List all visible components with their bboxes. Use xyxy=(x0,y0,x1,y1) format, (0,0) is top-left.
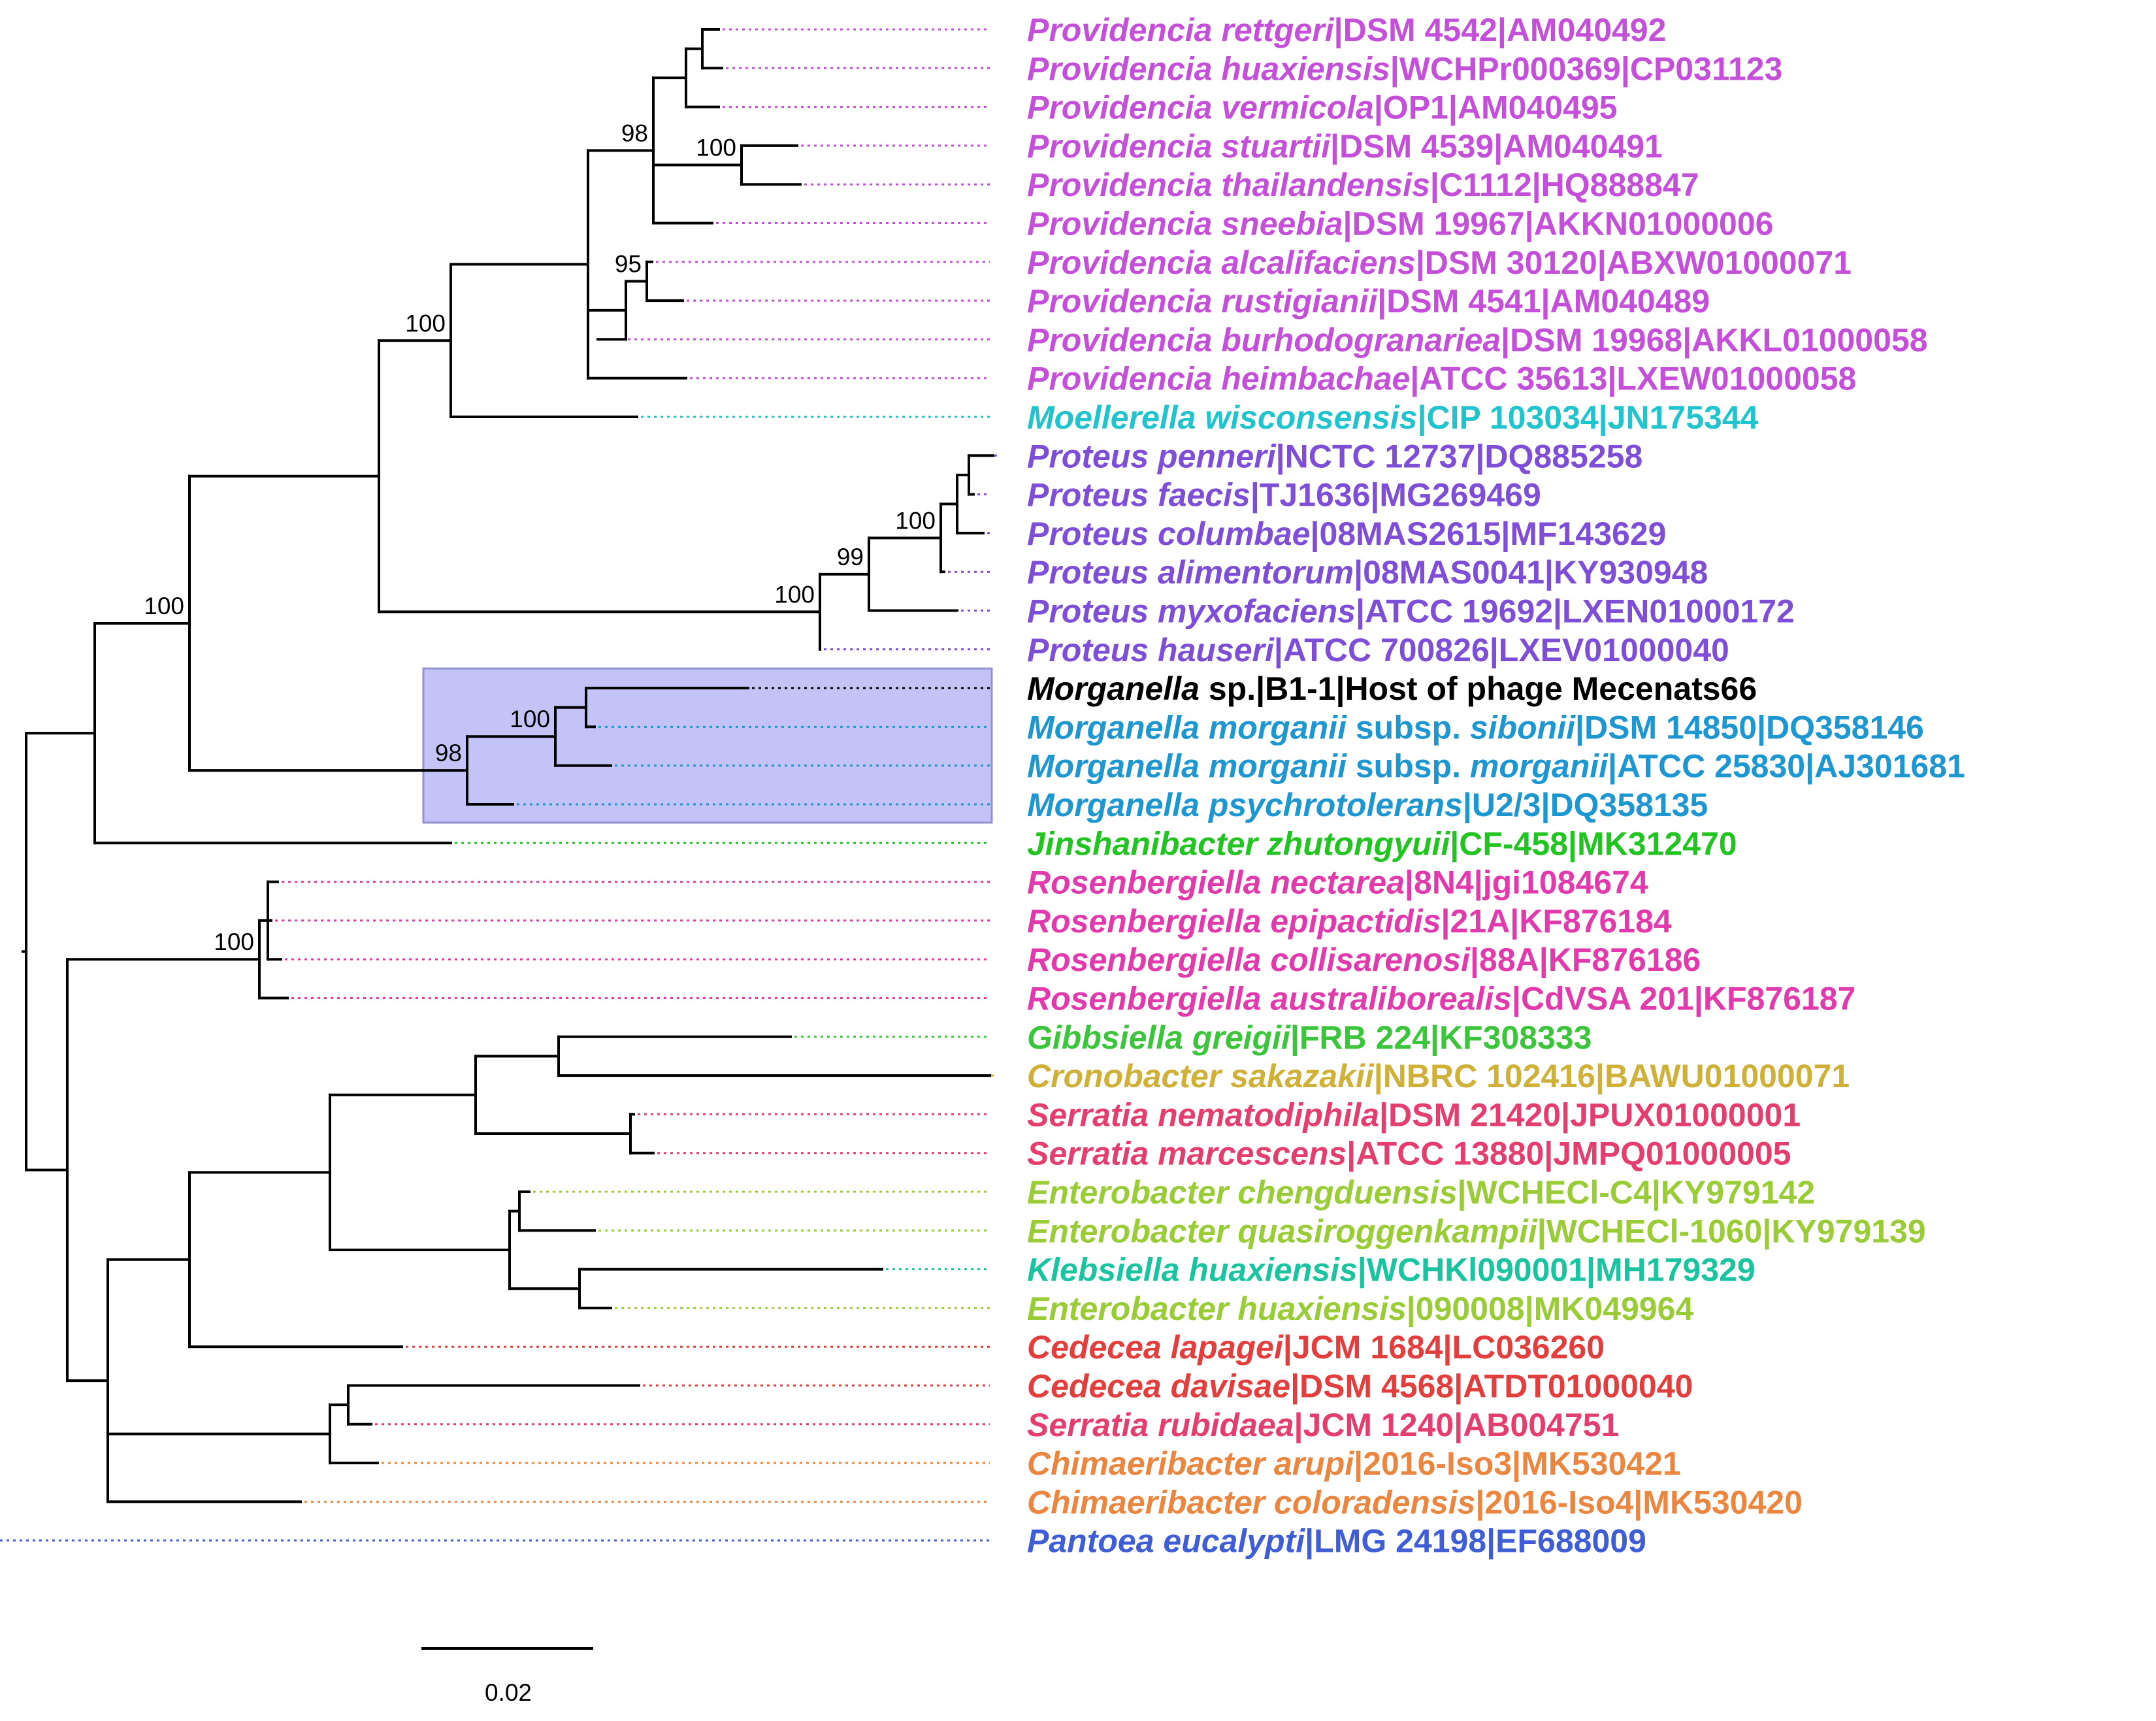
taxon-label: Serratia nematodiphila|DSM 21420|JPUX010… xyxy=(1027,1096,1801,1134)
taxon-label: Serratia marcescens|ATCC 13880|JMPQ01000… xyxy=(1027,1136,1791,1173)
taxon-label: Rosenbergiella epipactidis|21A|KF876184 xyxy=(1027,903,1672,940)
taxon-label: Providencia stuartii|DSM 4539|AM040491 xyxy=(1027,128,1663,165)
leader-lines xyxy=(0,28,997,1542)
taxon-label: Providencia alcalifaciens|DSM 30120|ABXW… xyxy=(1027,244,1852,282)
taxon-label: Providencia burhodogranariea|DSM 19968|A… xyxy=(1027,321,1928,359)
taxon-label: Providencia thailandensis|C1112|HQ888847 xyxy=(1027,167,1699,204)
taxon-label: Providencia rettgeri|DSM 4542|AM040492 xyxy=(1027,12,1666,49)
taxon-label: Cedecea lapagei|JCM 1684|LC036260 xyxy=(1027,1329,1605,1366)
taxon-label: Providencia rustigianii|DSM 4541|AM04048… xyxy=(1027,283,1710,320)
taxon-label: Providencia vermicola|OP1|AM040495 xyxy=(1027,90,1617,127)
scale-bar-label: 0.02 xyxy=(485,1679,532,1706)
bootstrap-value: 100 xyxy=(144,593,184,619)
taxon-label: Chimaeribacter arupi|2016-Iso3|MK530421 xyxy=(1027,1445,1681,1483)
bootstrap-value: 100 xyxy=(405,310,446,336)
bootstrap-value: 100 xyxy=(214,928,254,955)
taxon-label: Cedecea davisae|DSM 4568|ATDT01000040 xyxy=(1027,1368,1693,1405)
taxon-label: Morganella psychrotolerans|U2/3|DQ358135 xyxy=(1027,787,1708,824)
bootstrap-value: 100 xyxy=(510,706,550,732)
taxon-label: Moellerella wisconsensis|CIP 103034|JN17… xyxy=(1027,399,1759,436)
taxon-label: Proteus myxofaciens|ATCC 19692|LXEN01000… xyxy=(1027,593,1795,631)
bootstrap-value: 98 xyxy=(621,120,648,146)
taxon-label: Proteus hauseri|ATCC 700826|LXEV01000040 xyxy=(1027,632,1729,669)
bootstrap-value: 99 xyxy=(837,544,864,570)
taxon-label: Serratia rubidaea|JCM 1240|AB004751 xyxy=(1027,1407,1619,1444)
bootstrap-value: 100 xyxy=(774,581,815,608)
bootstrap-values: 98 100 95 100 100 99 100 100 100 98 100 xyxy=(144,120,936,955)
taxon-label: Providencia heimbachae|ATCC 35613|LXEW01… xyxy=(1027,361,1856,398)
taxon-label: Providencia sneebia|DSM 19967|AKKN010000… xyxy=(1027,206,1773,243)
taxon-label: Morganella sp.|B1-1|Host of phage Mecena… xyxy=(1027,670,1757,708)
taxon-labels: Providencia rettgeri|DSM 4542|AM040492Pr… xyxy=(1027,12,1965,1560)
taxon-label: Rosenbergiella australiborealis|CdVSA 20… xyxy=(1027,981,1855,1018)
taxon-label: Chimaeribacter coloradensis|2016-Iso4|MK… xyxy=(1027,1484,1803,1521)
taxon-label: Proteus columbae|08MAS2615|MF143629 xyxy=(1027,516,1666,553)
taxon-label: Rosenbergiella collisarenosi|88A|KF87618… xyxy=(1027,942,1701,979)
bootstrap-value: 100 xyxy=(696,135,736,161)
taxon-label: Proteus faecis|TJ1636|MG269469 xyxy=(1027,477,1541,514)
morganella-clade-highlight xyxy=(422,667,993,824)
taxon-label: Jinshanibacter zhutongyuii|CF-458|MK3124… xyxy=(1027,825,1737,862)
taxon-label: Enterobacter chengduensis|WCHECl-C4|KY97… xyxy=(1027,1174,1815,1211)
branches xyxy=(22,28,994,1503)
taxon-label: Proteus alimentorum|08MAS0041|KY930948 xyxy=(1027,554,1708,591)
bootstrap-value: 98 xyxy=(435,740,462,766)
taxon-label: Enterobacter huaxiensis|090008|MK049964 xyxy=(1027,1290,1693,1328)
taxon-label: Pantoea eucalypti|LMG 24198|EF688009 xyxy=(1027,1523,1646,1560)
taxon-label: Proteus penneri|NCTC 12737|DQ885258 xyxy=(1027,438,1642,475)
bootstrap-value: 100 xyxy=(895,507,936,534)
taxon-label: Rosenbergiella nectarea|8N4|jgi1084674 xyxy=(1027,864,1648,902)
scale-bar: 0.02 xyxy=(421,1647,593,1706)
bootstrap-value: 95 xyxy=(615,250,642,277)
taxon-label: Morganella morganii subsp. sibonii|DSM 1… xyxy=(1027,709,1924,746)
taxon-label: Morganella morganii subsp. morganii|ATCC… xyxy=(1027,748,1965,785)
taxon-label: Cronobacter sakazakii|NBRC 102416|BAWU01… xyxy=(1027,1058,1850,1095)
taxon-label: Enterobacter quasiroggenkampii|WCHECl-10… xyxy=(1027,1213,1926,1250)
taxon-label: Klebsiella huaxiensis|WCHKl090001|MH1793… xyxy=(1027,1252,1756,1289)
taxon-label: Gibbsiella greigii|FRB 224|KF308333 xyxy=(1027,1019,1592,1057)
taxon-label: Providencia huaxiensis|WCHPr000369|CP031… xyxy=(1027,50,1782,88)
